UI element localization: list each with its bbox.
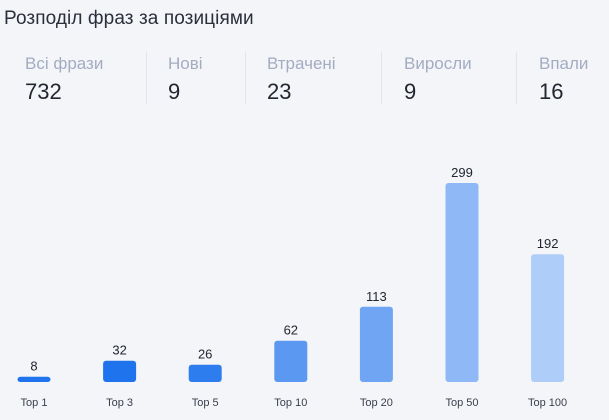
bar-top-20[interactable]	[359, 306, 393, 382]
stat-value: 16	[539, 79, 564, 104]
stat-value: 9	[168, 79, 181, 104]
bar-top-1[interactable]	[17, 376, 51, 382]
category-label: Top 100	[528, 397, 567, 409]
bar-value-label: 62	[284, 323, 298, 338]
bar-value-label: 32	[112, 343, 126, 358]
stat-label: Втрачені	[267, 54, 336, 73]
divider	[516, 52, 517, 104]
bar-value-label: 192	[537, 236, 559, 251]
bar-value-label: 113	[366, 289, 387, 304]
category-label: Top 1	[21, 397, 48, 409]
bar-top-50[interactable]	[445, 183, 479, 382]
bar-top-3[interactable]	[103, 360, 137, 382]
stat-value: 9	[404, 79, 417, 104]
page-title: Розподіл фраз за позиціями	[4, 8, 254, 29]
category-label: Top 3	[106, 397, 133, 409]
divider	[146, 52, 147, 104]
stat-label: Нові	[168, 54, 203, 73]
category-label: Top 20	[360, 397, 393, 409]
stat-value: 23	[267, 79, 292, 104]
stat-label: Виросли	[404, 54, 472, 73]
divider	[245, 52, 246, 104]
stat-label: Впали	[539, 54, 589, 73]
bar-top-100[interactable]	[531, 254, 565, 382]
category-label: Top 50	[445, 397, 478, 409]
category-label: Top 5	[192, 397, 219, 409]
bar-value-label: 8	[30, 359, 37, 374]
bar-top-10[interactable]	[274, 340, 308, 382]
stat-value: 732	[25, 79, 62, 104]
bar-value-label: 299	[451, 165, 473, 180]
bar-value-label: 26	[198, 347, 212, 362]
bar-top-5[interactable]	[188, 364, 222, 382]
stats-row: Всі фрази 732 Нові 9 Втрачені 23 Виросли…	[0, 50, 609, 106]
stat-label: Всі фрази	[25, 54, 104, 73]
category-label: Top 10	[274, 397, 307, 409]
divider	[381, 52, 382, 104]
